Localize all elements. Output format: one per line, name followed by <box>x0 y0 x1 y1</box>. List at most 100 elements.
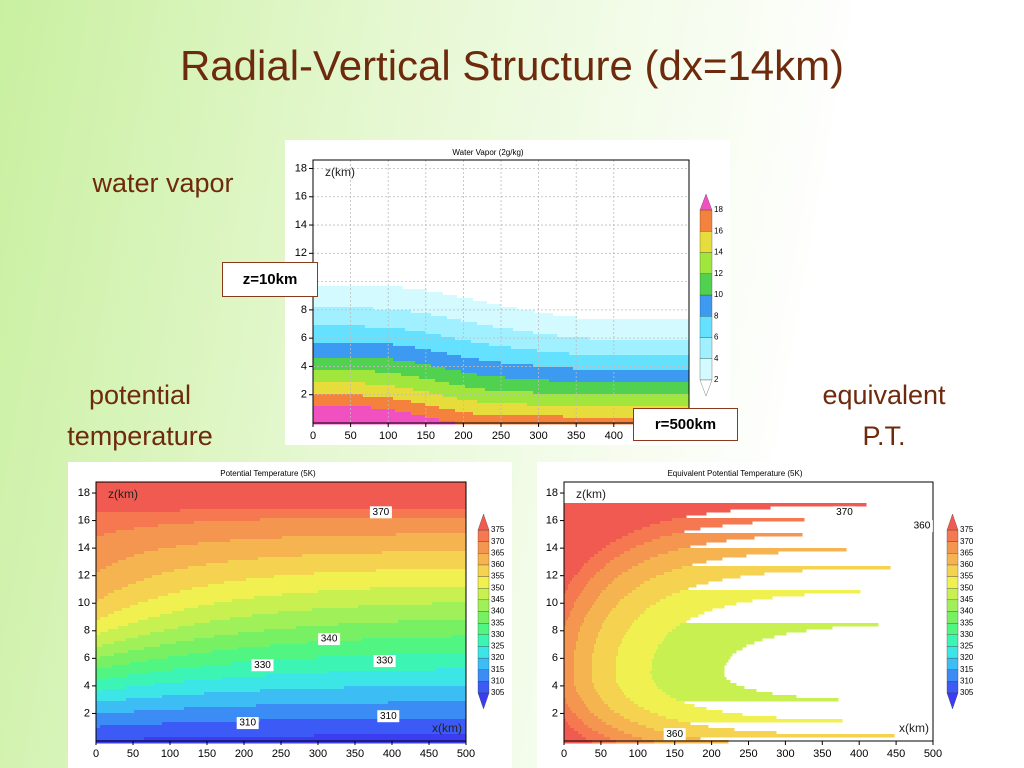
contour-cell <box>606 545 637 549</box>
contour-cell <box>680 623 879 627</box>
contour-cell <box>610 707 645 711</box>
contour-cell <box>638 704 695 708</box>
contour-cell <box>654 680 731 684</box>
contour-cell <box>328 671 467 675</box>
contour-cell <box>588 707 611 711</box>
contour-cell <box>564 623 567 627</box>
contour-cell <box>449 382 690 386</box>
contour-cell <box>282 536 467 540</box>
contour-cell <box>431 349 538 353</box>
contour-cell <box>682 566 891 570</box>
contour-cell <box>312 608 467 612</box>
contour-cell <box>365 382 450 386</box>
colorbar-label: 350 <box>491 583 505 592</box>
contour-cell <box>313 328 406 332</box>
contour-cell <box>666 716 777 720</box>
contour-cell <box>622 641 663 645</box>
contour-cell <box>493 325 690 329</box>
contour-cell <box>202 665 467 669</box>
contour-cell <box>313 253 690 257</box>
contour-cell <box>96 647 145 651</box>
x-tick-label: 500 <box>924 748 942 760</box>
contour-cell <box>168 593 283 597</box>
contour-cell <box>646 608 713 612</box>
contour-label-bg <box>833 506 856 519</box>
contour-cell <box>533 364 690 368</box>
contour-cell <box>652 674 725 678</box>
plot-frame <box>95 481 467 742</box>
contour-cell <box>566 590 583 594</box>
contour-cell <box>549 379 690 383</box>
contour-cell <box>260 719 467 723</box>
contour-cell <box>564 521 661 525</box>
contour-cell <box>443 394 690 398</box>
contour-cell <box>636 545 691 549</box>
contour-cell <box>564 527 643 531</box>
contour-cell <box>564 602 575 606</box>
contour-cell <box>96 599 99 603</box>
contour-cell <box>564 536 623 540</box>
contour-cell <box>604 701 635 705</box>
contour-cell <box>588 611 611 615</box>
x-tick-label: 500 <box>457 748 475 760</box>
contour-cell <box>594 644 621 648</box>
colorbar-end <box>699 379 713 397</box>
contour-cell <box>564 716 579 720</box>
colorbar-end <box>946 513 959 531</box>
contour-cell <box>447 316 578 320</box>
contour-cell <box>313 202 690 206</box>
x-tick-label: 50 <box>595 748 607 760</box>
contour-cell <box>630 698 677 702</box>
contour-cell <box>610 560 645 564</box>
colorbar-band <box>477 588 490 601</box>
contour-cell <box>582 590 603 594</box>
contour-cell <box>313 295 458 299</box>
contour-cell <box>566 698 583 702</box>
contour-cell <box>564 644 577 648</box>
contour-cell <box>96 536 283 540</box>
contour-cell <box>136 581 225 585</box>
contour-cell <box>108 677 223 681</box>
contour-cell <box>578 731 599 735</box>
contour-cell <box>313 418 440 422</box>
contour-cell <box>572 578 591 582</box>
contour-cell <box>564 533 629 537</box>
contour-cell <box>184 680 467 684</box>
contour-cell <box>455 409 690 413</box>
contour-cell <box>230 539 467 543</box>
contour-cell <box>148 659 271 663</box>
contour-cell <box>564 539 617 543</box>
contour-cell <box>114 611 173 615</box>
contour-cell <box>158 548 467 552</box>
contour-cell <box>577 316 690 320</box>
contour-cell <box>313 379 436 383</box>
colorbar-label: 325 <box>960 642 974 651</box>
contour-cell <box>596 572 623 576</box>
contour-cell <box>411 310 536 314</box>
contour-cell <box>568 704 587 708</box>
contour-cell <box>632 590 681 594</box>
y-tick-label: 4 <box>84 680 90 692</box>
contour-cell <box>600 695 627 699</box>
contour-cell <box>313 307 374 311</box>
y-tick-label: 18 <box>546 487 558 499</box>
contour-cell <box>375 370 462 374</box>
contour-cell <box>616 680 655 684</box>
contour-cell <box>108 614 161 618</box>
contour-cell <box>608 584 641 588</box>
colorbar-end <box>699 193 713 211</box>
contour-cell <box>564 620 567 624</box>
contour-cell <box>471 340 690 344</box>
contour-cell <box>296 626 467 630</box>
contour-cell <box>592 668 617 672</box>
contour-cell <box>592 653 619 657</box>
colorbar-label: 8 <box>714 311 719 320</box>
contour-cell <box>569 352 690 356</box>
contour-cell <box>632 623 681 627</box>
contour-cell <box>564 524 651 528</box>
contour-cell <box>564 572 579 576</box>
contour-cell <box>564 509 731 513</box>
contour-cell <box>564 608 573 612</box>
contour-cell <box>626 695 671 699</box>
contour-cell <box>574 674 593 678</box>
